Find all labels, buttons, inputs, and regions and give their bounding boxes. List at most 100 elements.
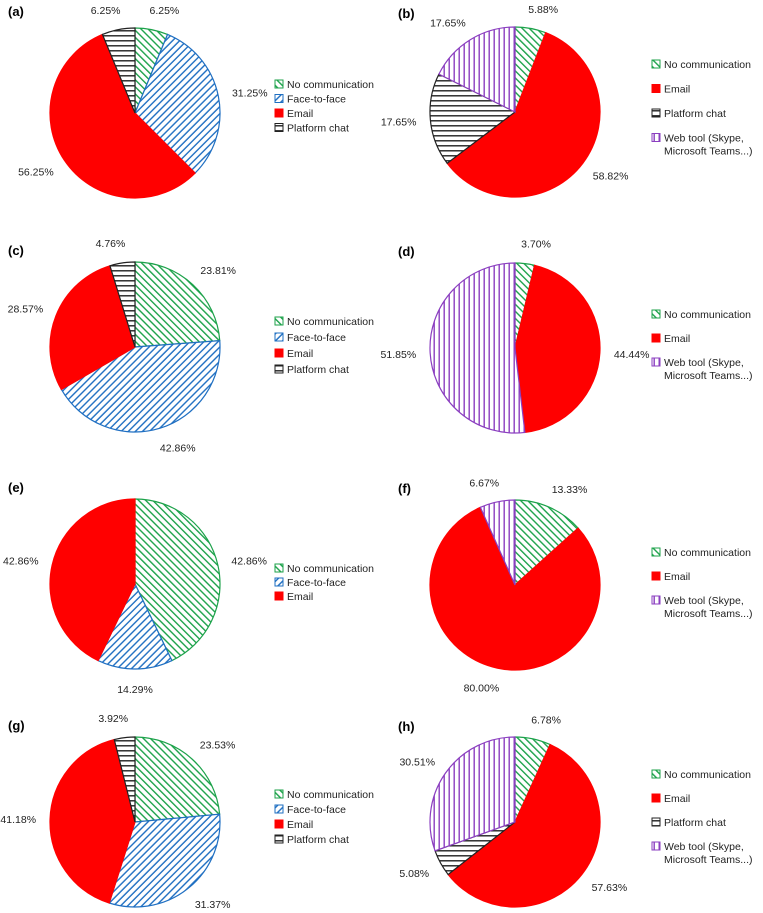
pie-slice — [109, 261, 136, 348]
legend-swatch — [651, 793, 661, 803]
slice-value-label: 28.57% — [8, 304, 44, 316]
legend-label: No communication — [287, 789, 374, 801]
pie-slice — [134, 498, 221, 662]
legend-label: No communication — [664, 309, 751, 321]
pie-slice — [514, 264, 601, 434]
slice-value-label: 42.86% — [3, 556, 39, 568]
pie-slice — [49, 738, 136, 904]
legend-label: No communication — [664, 769, 751, 781]
legend-label: No communication — [664, 547, 751, 559]
legend-label: Platform chat — [287, 123, 349, 135]
panel-label: (f) — [398, 481, 411, 496]
legend-swatch — [274, 108, 284, 118]
pie-slice — [49, 33, 196, 199]
slice-value-label: 23.53% — [200, 739, 236, 751]
legend-swatch — [651, 817, 661, 827]
legend-swatch — [274, 591, 284, 601]
legend-label: Web tool (Skype, Microsoft Teams...) — [664, 595, 753, 620]
legend-label: Web tool (Skype, Microsoft Teams...) — [664, 133, 753, 158]
legend-swatch — [274, 123, 284, 132]
slice-value-label: 58.82% — [593, 170, 629, 182]
pie-panel: (f) 13.33% 80.00% 6.67% No communication Emai… — [398, 477, 753, 694]
legend-label: Email — [664, 333, 690, 345]
slice-value-label: 41.18% — [0, 814, 36, 826]
pie-slice — [134, 261, 221, 348]
pie-panel: (c) 23.81% 42.86% 28.57% 4.76% No communicati… — [8, 238, 374, 454]
legend-label: No communication — [287, 563, 374, 575]
legend-swatch — [274, 79, 284, 89]
legend-label: Platform chat — [664, 108, 726, 120]
legend-swatch — [651, 595, 661, 605]
legend-swatch — [274, 332, 284, 342]
pie-slice — [514, 499, 580, 587]
pie-slice — [438, 26, 516, 113]
pie-slice — [479, 499, 516, 586]
slice-value-label: 13.33% — [552, 484, 588, 496]
pie-slice — [446, 31, 601, 198]
legend-swatch — [651, 59, 661, 69]
legend-swatch — [651, 133, 661, 142]
legend-label: No communication — [287, 79, 374, 91]
slice-value-label: 14.29% — [117, 684, 153, 696]
pie-slice — [60, 340, 221, 433]
legend-label: Email — [664, 793, 690, 805]
slice-value-label: 6.78% — [531, 714, 561, 726]
slice-value-label: 4.76% — [96, 238, 126, 250]
slice-value-label: 42.86% — [160, 442, 196, 454]
slice-value-label: 31.25% — [232, 88, 268, 100]
pie-panel: (g) 23.53% 31.37% 41.18% 3.92% No communicati… — [0, 713, 374, 911]
legend-swatch — [651, 309, 661, 319]
slice-value-label: 17.65% — [381, 117, 417, 129]
panel-label: (h) — [398, 719, 415, 734]
legend-label: No communication — [287, 316, 374, 328]
pie-panel: (d) 3.70% 44.44% 51.85% No communication Emai… — [381, 239, 753, 434]
slice-value-label: 6.67% — [469, 477, 499, 489]
legend-label: Email — [287, 591, 313, 603]
legend-label: Face-to-face — [287, 94, 346, 106]
pie-slice — [134, 736, 221, 823]
legend-swatch — [651, 841, 661, 851]
pie-slice — [429, 73, 517, 165]
legend-swatch — [651, 108, 661, 118]
slice-value-label: 44.44% — [614, 349, 650, 361]
legend-swatch — [651, 547, 661, 557]
legend-label: Email — [287, 108, 313, 120]
pie-panel: (a) 6.25% 31.25% 56.25% 6.25% No communicatio… — [8, 4, 374, 199]
legend-swatch — [274, 834, 284, 844]
pie-slice — [49, 265, 136, 391]
legend-swatch — [274, 364, 284, 374]
legend-label: Email — [664, 571, 690, 583]
legend-swatch — [651, 769, 661, 779]
legend-swatch — [274, 94, 284, 103]
pie-slice — [447, 743, 601, 908]
legend-label: Face-to-face — [287, 332, 346, 344]
slice-value-label: 80.00% — [464, 683, 500, 695]
slice-value-label: 3.92% — [98, 713, 128, 725]
pie-slice — [429, 262, 526, 434]
legend-swatch — [274, 348, 284, 358]
slice-value-label: 3.70% — [521, 239, 551, 251]
pie-slice — [113, 736, 136, 823]
slice-value-label: 5.08% — [399, 868, 429, 880]
pie-slice — [97, 582, 173, 670]
slice-value-label: 31.37% — [195, 899, 231, 911]
panel-label: (a) — [8, 4, 24, 19]
slice-value-label: 6.25% — [149, 5, 179, 17]
panel-label: (c) — [8, 243, 24, 258]
panel-label: (g) — [8, 718, 25, 733]
legend-swatch — [274, 577, 284, 587]
legend-swatch — [651, 84, 661, 93]
slice-value-label: 5.88% — [528, 4, 558, 16]
pie-panel: (h) 6.78% 57.63% 5.08% 30.51% No communicatio… — [398, 714, 753, 908]
legend-label: Platform chat — [287, 834, 349, 846]
pie-slice — [429, 506, 601, 671]
legend-swatch — [651, 357, 661, 367]
legend-label: Email — [664, 84, 690, 96]
slice-value-label: 42.86% — [231, 556, 267, 568]
legend-label: Platform chat — [287, 364, 349, 376]
legend-label: Face-to-face — [287, 804, 346, 816]
pie-panel: (e) 42.86% 14.29% 42.86% No communication Fac… — [3, 480, 374, 696]
slice-value-label: 6.25% — [91, 5, 121, 17]
legend-label: Platform chat — [664, 817, 726, 829]
